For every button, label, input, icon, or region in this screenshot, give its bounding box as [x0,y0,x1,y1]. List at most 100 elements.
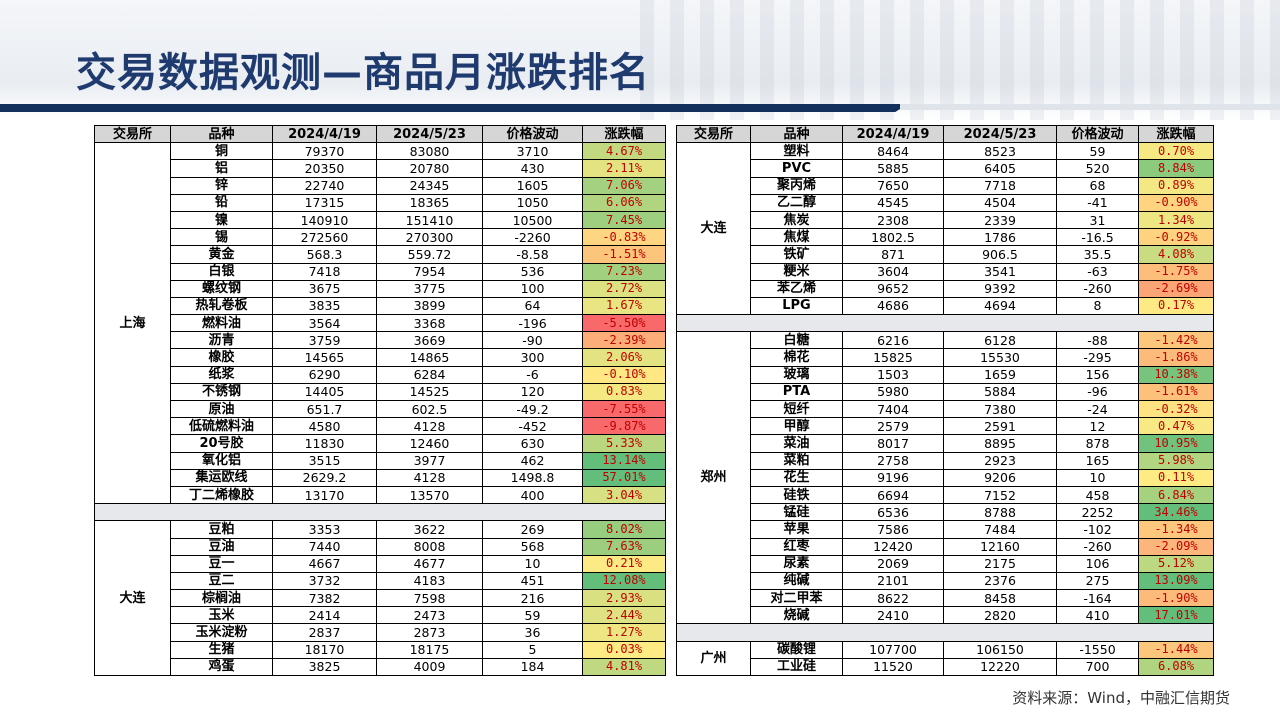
price-apr-cell: 6694 [842,485,944,505]
exchange-cell: 大连 [94,520,171,676]
header-exchange: 交易所 [676,124,751,144]
pct-change-cell: 12.08% [582,571,666,591]
price-apr-cell: 17315 [272,193,377,212]
table-row: 对二甲苯 8622 8458 -164 -1.90% [677,589,1214,608]
price-apr-cell: 6216 [842,331,944,350]
price-apr-cell: 3759 [272,331,377,350]
variety-cell: 生猪 [170,640,273,659]
table-row: 低硫燃料油 4580 4128 -452 -9.87% [95,417,666,436]
pct-change-cell: -1.42% [1138,331,1214,350]
variety-cell: 乙二醇 [750,193,843,212]
price-may-cell: 6128 [943,331,1057,350]
header-date1: 2024/4/19 [272,124,377,144]
price-may-cell: 18175 [376,640,483,659]
price-may-cell: 6405 [943,159,1057,178]
price-may-cell: 602.5 [376,399,483,419]
table-row: 燃料油 3564 3368 -196 -5.50% [95,314,666,333]
table-row: 工业硅 11520 12220 700 6.08% [677,657,1214,677]
pct-change-cell: 10.38% [1138,365,1214,384]
price-change-cell: 106 [1056,554,1139,573]
variety-cell: 豆一 [170,554,273,573]
variety-cell: 豆二 [170,571,273,591]
price-apr-cell: 14405 [272,382,377,402]
pct-change-cell: 8.02% [582,520,666,539]
price-apr-cell: 651.7 [272,399,377,419]
pct-change-cell: -2.69% [1138,279,1214,298]
pct-change-cell: 4.67% [582,142,666,161]
price-may-cell: 7598 [376,589,483,608]
exchange-cell: 郑州 [676,331,751,625]
price-apr-cell: 8017 [842,434,944,453]
variety-cell: 镍 [170,210,273,230]
price-apr-cell: 5980 [842,382,944,402]
price-apr-cell: 7418 [272,262,377,281]
variety-cell: 锌 [170,176,273,195]
pct-change-cell: -1.51% [582,245,666,264]
table-row: 玻璃 1503 1659 156 10.38% [677,365,1214,384]
price-change-cell: 100 [482,279,583,298]
price-may-cell: 12220 [943,657,1057,677]
price-may-cell: 3622 [376,520,483,539]
price-may-cell: 2376 [943,571,1057,591]
exchange-cell: 广州 [676,640,751,677]
price-apr-cell: 140910 [272,210,377,230]
table-row: PVC 5885 6405 520 8.84% [677,159,1214,178]
price-change-cell: 59 [482,606,583,625]
price-may-cell: 8008 [376,537,483,556]
price-may-cell: 270300 [376,228,483,247]
price-apr-cell: 568.3 [272,245,377,264]
pct-change-cell: 7.63% [582,537,666,556]
price-may-cell: 4694 [943,296,1057,316]
pct-change-cell: 0.11% [1138,468,1214,487]
section-separator [676,623,1214,642]
table-row: 镍 140910 151410 10500 7.45% [95,210,666,230]
price-change-cell: 59 [1056,142,1139,161]
price-change-cell: 8 [1056,296,1139,316]
price-apr-cell: 1503 [842,365,944,384]
variety-cell: 20号胶 [170,434,273,453]
table-row: 锡 272560 270300 -2260 -0.83% [95,228,666,247]
price-change-cell: -8.58 [482,245,583,264]
table-row: 乙二醇 4545 4504 -41 -0.90% [677,193,1214,212]
table-row: 聚丙烯 7650 7718 68 0.89% [677,176,1214,195]
price-change-cell: 1605 [482,176,583,195]
exchange-cell: 大连 [676,142,751,316]
price-may-cell: 83080 [376,142,483,161]
header-variety: 品种 [170,124,273,144]
price-may-cell: 906.5 [943,245,1057,264]
variety-cell: 燃料油 [170,314,273,333]
price-apr-cell: 4667 [272,554,377,573]
price-change-cell: 184 [482,657,583,677]
price-apr-cell: 7650 [842,176,944,195]
price-change-cell: 64 [482,296,583,316]
price-change-cell: -90 [482,331,583,350]
price-change-cell: 1498.8 [482,468,583,487]
price-apr-cell: 2069 [842,554,944,573]
table-row: 生猪 18170 18175 5 0.03% [95,640,666,659]
price-change-cell: -2260 [482,228,583,247]
price-apr-cell: 15825 [842,348,944,367]
price-apr-cell: 7440 [272,537,377,556]
separator-cell [676,314,1214,333]
price-may-cell: 2923 [943,451,1057,470]
price-apr-cell: 2410 [842,606,944,625]
table-row: 热轧卷板 3835 3899 64 1.67% [95,296,666,316]
price-apr-cell: 3515 [272,451,377,470]
price-may-cell: 4009 [376,657,483,677]
variety-cell: 锰硅 [750,503,843,522]
pct-change-cell: 0.83% [582,382,666,402]
pct-change-cell: 1.34% [1138,210,1214,230]
price-apr-cell: 18170 [272,640,377,659]
pct-change-cell: 2.44% [582,606,666,625]
price-may-cell: 3669 [376,331,483,350]
price-apr-cell: 3604 [842,262,944,281]
price-may-cell: 7954 [376,262,483,281]
price-may-cell: 151410 [376,210,483,230]
table-row: 菜油 8017 8895 878 10.95% [677,434,1214,453]
price-apr-cell: 79370 [272,142,377,161]
table-row: 苹果 7586 7484 -102 -1.34% [677,520,1214,539]
header-change: 价格波动 [482,124,583,144]
price-may-cell: 559.72 [376,245,483,264]
price-apr-cell: 9196 [842,468,944,487]
price-may-cell: 4183 [376,571,483,591]
